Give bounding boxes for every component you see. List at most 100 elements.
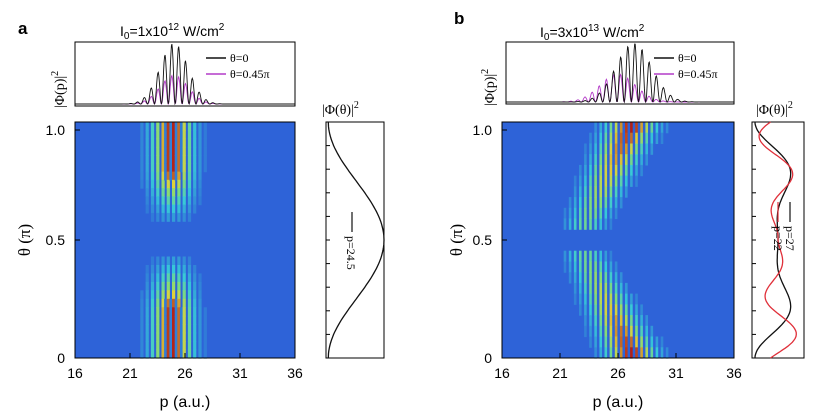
heatmap-cell	[198, 171, 202, 181]
heatmap-cell	[619, 315, 623, 327]
heatmap-cell	[579, 250, 582, 262]
heatmap-cell	[150, 315, 155, 325]
heatmap-cell	[182, 122, 186, 131]
heatmap-cell	[174, 171, 178, 181]
heatmap-cell	[187, 265, 192, 275]
heatmap-cell	[640, 143, 643, 155]
heatmap-cell	[182, 315, 186, 325]
heatmap-cell	[150, 196, 155, 206]
heatmap-cell	[177, 146, 181, 156]
heatmap-cell	[161, 349, 165, 359]
heatmap-cell	[193, 273, 197, 283]
heatmap-cell	[172, 146, 176, 156]
heatmap-cell	[579, 282, 582, 295]
heatmap-cell	[640, 315, 643, 327]
x-tick-label: 16	[494, 365, 510, 381]
heatmap-cell	[614, 347, 618, 359]
x-tick-label: 21	[122, 365, 138, 381]
heatmap-cell	[198, 324, 202, 334]
heatmap-cell	[650, 347, 654, 359]
heatmap-cell	[182, 298, 186, 308]
heatmap-cell	[614, 304, 618, 316]
heatmap-cell	[161, 188, 165, 197]
heatmap-cell	[594, 261, 597, 273]
heatmap-cell	[187, 171, 192, 181]
heatmap-cell	[169, 349, 173, 359]
heatmap-cell	[579, 261, 582, 273]
heatmap-cell	[609, 175, 613, 187]
heatmap-cell	[140, 138, 144, 148]
heatmap-cell	[594, 197, 597, 209]
heatmap-cell	[198, 146, 202, 156]
heatmap-cell	[166, 163, 170, 173]
heatmap-cell	[614, 261, 618, 273]
heatmap-cell	[156, 307, 160, 317]
heatmap-cell	[150, 146, 155, 156]
heatmap-cell	[594, 218, 597, 230]
heatmap-cell	[599, 250, 602, 262]
heatmap-cell	[630, 336, 633, 348]
heatmap-cell	[619, 164, 623, 177]
heatmap-cell	[640, 122, 643, 134]
heatmap-cell	[604, 347, 608, 359]
heatmap-cell	[665, 122, 669, 134]
heatmap-cell	[594, 154, 597, 166]
heatmap-cell	[599, 336, 602, 348]
heatmap-cell	[150, 130, 155, 140]
heatmap-cell	[145, 179, 149, 189]
heatmap-cell	[568, 250, 572, 262]
heatmap-cell	[599, 175, 602, 187]
heatmap-cell	[589, 143, 592, 155]
heatmap-cell	[594, 207, 597, 220]
heatmap-cell	[179, 146, 184, 156]
heatmap-cell	[161, 155, 165, 164]
heatmap-cell	[630, 304, 633, 316]
heatmap-cell	[182, 188, 186, 197]
heatmap-cell	[579, 293, 582, 305]
heatmap-cell	[589, 164, 592, 177]
heatmap-cell	[166, 349, 170, 359]
heatmap-cell	[169, 171, 173, 181]
heatmap-cell	[630, 347, 633, 359]
heatmap-cell	[604, 175, 608, 187]
heatmap-cell	[563, 218, 567, 230]
heatmap-cell	[156, 146, 160, 156]
heatmap-cell	[594, 336, 597, 348]
panel-a-side-curves	[326, 121, 385, 359]
heatmap-cell	[182, 307, 186, 317]
heatmap-cell	[177, 196, 181, 206]
heatmap-cell	[584, 143, 587, 155]
heatmap-cell	[161, 273, 165, 283]
heatmap-cell	[161, 163, 165, 173]
heatmap-cell	[145, 341, 149, 351]
heatmap-cell	[166, 155, 170, 164]
heatmap-cell	[164, 146, 168, 156]
heatmap-cell	[150, 155, 155, 164]
heatmap-cell	[625, 304, 628, 316]
heatmap-cell	[625, 154, 628, 166]
heatmap-cell	[174, 324, 178, 334]
heatmap-cell	[164, 130, 168, 140]
heatmap-cell	[584, 175, 587, 187]
heatmap-cell	[145, 138, 149, 148]
heatmap-cell	[150, 138, 155, 148]
heatmap-cell	[169, 122, 173, 131]
x-tick-label: 26	[610, 365, 626, 381]
heatmap-cell	[187, 349, 192, 359]
heatmap-cell	[625, 122, 628, 134]
heatmap-cell	[584, 293, 587, 305]
heatmap-cell	[609, 143, 613, 155]
x-tick-label: 31	[232, 365, 248, 381]
heatmap-cell	[177, 307, 181, 317]
heatmap-cell	[187, 315, 192, 325]
heatmap-cell	[604, 325, 608, 338]
heatmap-cell	[172, 122, 176, 131]
heatmap-cell	[166, 179, 170, 189]
heatmap-cell	[145, 332, 149, 342]
heatmap-cell	[156, 122, 160, 131]
heatmap-cell	[589, 325, 592, 338]
heatmap-cell	[161, 171, 165, 181]
heatmap-cell	[172, 130, 176, 140]
heatmap-cell	[614, 164, 618, 177]
